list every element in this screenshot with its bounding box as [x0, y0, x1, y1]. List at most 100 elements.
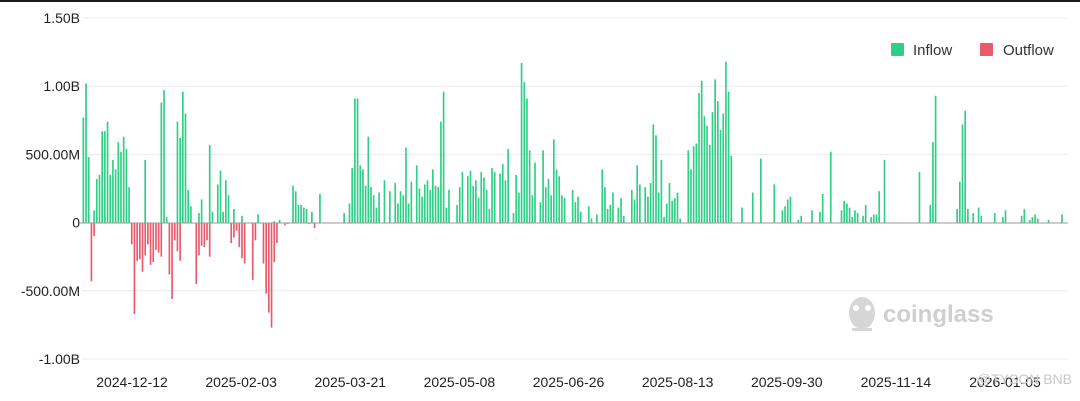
inflow-bar	[163, 90, 165, 223]
inflow-bar	[862, 215, 864, 223]
inflow-bar	[273, 221, 276, 223]
legend-item-inflow[interactable]: Inflow	[891, 42, 952, 59]
inflow-bar	[639, 184, 641, 223]
inflow-bar	[980, 215, 983, 223]
legend-label-outflow: Outflow	[1003, 42, 1054, 59]
inflow-bar	[120, 151, 122, 223]
inflow-bar	[679, 218, 682, 223]
inflow-bar	[663, 217, 665, 223]
inflow-bar	[934, 95, 937, 223]
inflow-bar	[786, 199, 789, 223]
coinglass-watermark: coinglass	[849, 297, 994, 331]
inflow-bar	[695, 143, 698, 223]
inflow-bar	[668, 183, 671, 223]
inflow-bar	[609, 204, 612, 223]
inflow-bar	[483, 177, 485, 223]
outflow-bar	[206, 222, 208, 241]
y-tick-label: 1.00B	[43, 78, 80, 94]
inflow-bar	[708, 144, 711, 223]
inflow-bar	[442, 91, 445, 223]
outflow-bar	[238, 222, 241, 248]
outflow-bar	[90, 222, 93, 282]
inflow-bar	[351, 168, 354, 223]
inflow-bar	[660, 159, 663, 223]
inflow-bar	[179, 138, 181, 223]
inflow-bar	[571, 189, 574, 223]
inflow-bar	[958, 181, 961, 223]
inflow-bar	[883, 159, 886, 223]
inflow-bar	[730, 155, 733, 223]
inflow-bar	[687, 150, 690, 223]
inflow-bar	[415, 165, 418, 223]
inflow-bar	[647, 196, 649, 223]
inflow-bar	[302, 207, 305, 223]
inflow-bar	[418, 188, 421, 223]
outflow-bar	[251, 222, 254, 280]
inflow-bar	[429, 189, 431, 223]
inflow-bar	[555, 169, 558, 223]
x-axis-ticks: 2024-12-12 2025-02-03 2025-03-21 2025-05-08…	[96, 374, 1041, 390]
legend-item-outflow[interactable]: Outflow	[980, 42, 1054, 59]
inflow-bar	[211, 211, 214, 223]
inflow-bar	[82, 117, 85, 223]
inflow-bar	[789, 196, 792, 223]
outflow-bar	[241, 222, 243, 259]
inflow-bar	[475, 180, 477, 223]
inflow-bar	[367, 136, 370, 223]
inflow-bar	[870, 217, 872, 223]
outflow-bar	[176, 222, 179, 252]
inflow-bar	[222, 211, 224, 223]
inflow-bar	[294, 191, 297, 223]
inflow-bar	[499, 173, 501, 223]
inflow-bar	[219, 170, 222, 223]
inflow-bar	[348, 203, 351, 223]
inflow-bar	[1004, 210, 1007, 223]
inflow-bar	[421, 196, 423, 223]
inflow-bar	[1034, 214, 1036, 223]
inflow-bar	[534, 162, 536, 223]
inflow-bar	[872, 214, 875, 223]
outflow-bar	[273, 222, 276, 263]
outflow-bar	[195, 222, 198, 284]
inflow-bar	[501, 163, 504, 223]
inflow-bar	[544, 187, 547, 223]
inflow-bar	[493, 172, 496, 223]
y-tick-label: -1.00B	[39, 351, 80, 367]
inflow-bar	[359, 165, 362, 223]
inflow-bar	[725, 61, 727, 223]
inflow-bar	[722, 113, 725, 223]
inflow-bar	[967, 208, 969, 223]
legend-swatch-inflow	[891, 43, 904, 56]
inflow-bar	[760, 158, 762, 223]
inflow-bar	[257, 214, 259, 223]
inflow-bar	[526, 98, 528, 223]
inflow-bar	[542, 150, 544, 223]
inflow-bar	[378, 192, 380, 223]
inflow-bar	[706, 125, 708, 223]
inflow-bar	[596, 214, 598, 223]
inflow-bar	[797, 219, 800, 223]
inflow-bar	[128, 187, 130, 223]
inflow-bar	[491, 168, 493, 223]
inflow-bar	[144, 159, 147, 223]
x-tick-label: 2025-09-30	[751, 374, 823, 390]
inflow-bar	[727, 91, 730, 223]
inflow-bar	[512, 213, 515, 223]
watermark-text: coinglass	[883, 301, 994, 328]
inflow-bar	[856, 213, 859, 223]
outflow-bar	[136, 222, 138, 261]
inflow-bar	[821, 193, 824, 223]
inflow-bar	[539, 202, 542, 223]
inflow-bar	[356, 98, 359, 223]
outflow-bar	[179, 222, 181, 261]
inflow-bar	[399, 191, 402, 223]
inflow-bar	[553, 139, 555, 223]
inflow-bar	[800, 215, 803, 223]
inflow-bar	[547, 178, 550, 223]
outflow-bar	[265, 222, 267, 294]
inflow-bar	[106, 121, 109, 223]
outflow-bar	[254, 222, 257, 241]
inflow-bar	[649, 183, 652, 223]
outflow-bar	[168, 222, 171, 275]
inflow-bar	[372, 195, 375, 223]
